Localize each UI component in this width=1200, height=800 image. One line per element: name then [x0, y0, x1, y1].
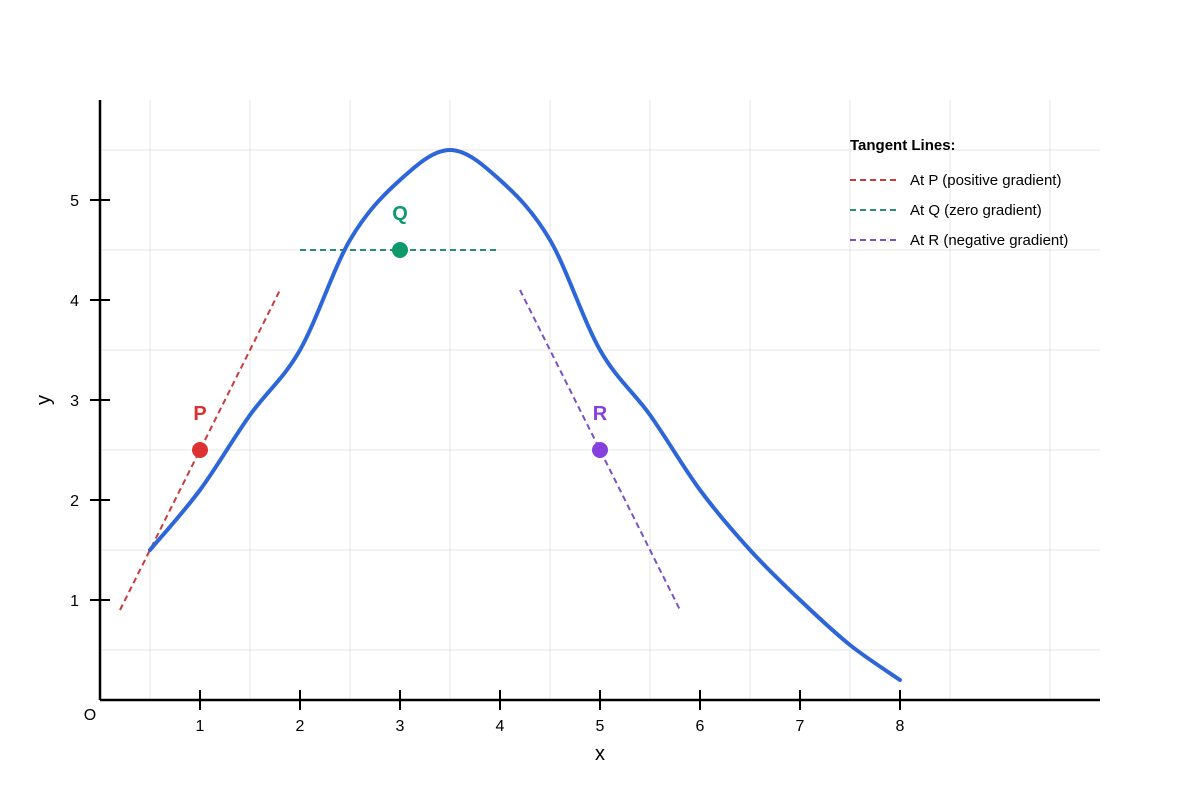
legend-entry: At R (negative gradient): [910, 232, 1068, 249]
points-layer: P Q R: [192, 203, 608, 458]
x-tick-label: 1: [196, 718, 205, 735]
y-tick-label: 2: [70, 493, 79, 510]
y-axis-title: y: [33, 395, 55, 405]
legend: Tangent Lines: At P (positive gradient) At…: [850, 137, 1068, 249]
point-label-p: P: [193, 403, 206, 425]
x-tick-label: 5: [596, 718, 605, 735]
x-tick-label: 7: [796, 718, 805, 735]
tangent-lines: [119, 249, 681, 611]
legend-entry: At P (positive gradient): [910, 172, 1061, 189]
point-r: [592, 442, 608, 458]
x-axis-title: x: [595, 743, 605, 765]
x-tick-label: 8: [896, 718, 905, 735]
curve-line: [148, 148, 902, 682]
origin-label: O: [84, 707, 96, 724]
y-tick-label: 5: [70, 193, 79, 210]
point-q: [392, 242, 408, 258]
legend-title: Tangent Lines:: [850, 137, 956, 154]
x-tick-label: 4: [496, 718, 505, 735]
y-tick-label: 4: [70, 293, 79, 310]
x-tick-label: 3: [396, 718, 405, 735]
legend-entry: At Q (zero gradient): [910, 202, 1042, 219]
grid: [100, 100, 1100, 700]
curve-layer: [148, 148, 902, 682]
axes: 1 2 3 4 5 6 7 8 1 2 3 4 5: [70, 100, 1100, 735]
point-label-q: Q: [392, 203, 408, 225]
point-label-r: R: [593, 403, 608, 425]
y-tick-label: 3: [70, 393, 79, 410]
point-p: [192, 442, 208, 458]
y-tick-label: 1: [70, 593, 79, 610]
x-tick-label: 6: [696, 718, 705, 735]
x-tick-label: 2: [296, 718, 305, 735]
